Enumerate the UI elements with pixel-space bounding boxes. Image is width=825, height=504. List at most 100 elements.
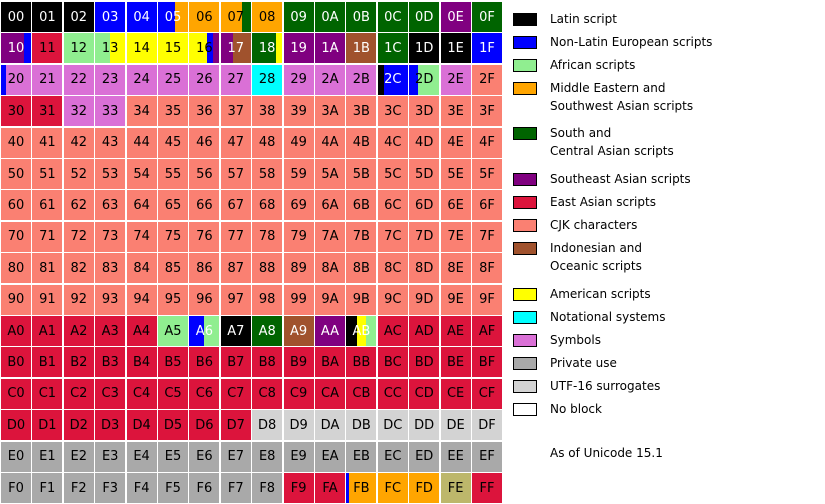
block-label: F2 [70, 480, 87, 496]
block-cell-09: 09 [283, 2, 314, 32]
block-segment [189, 127, 220, 158]
block-segment [252, 190, 283, 221]
block-label: 80 [7, 260, 25, 276]
block-cell-3D: 3D [409, 96, 440, 127]
block-label: 21 [39, 72, 56, 88]
block-label: B7 [227, 354, 245, 370]
block-segment [383, 64, 408, 95]
block-segment [283, 96, 314, 127]
block-cell-1D: 1D [409, 33, 440, 64]
block-cell-24: 24 [126, 64, 157, 95]
block-cell-7B: 7B [346, 221, 377, 252]
block-segment [346, 284, 377, 315]
block-cell-A3: A3 [95, 316, 126, 346]
legend-swatch [513, 403, 537, 416]
block-cell-EB: EB [346, 441, 377, 472]
block-segment [440, 221, 471, 252]
block-cell-6D: 6D [409, 190, 440, 221]
legend-label-line: Central Asian scripts [550, 144, 674, 158]
block-cell-C4: C4 [126, 378, 157, 409]
block-cell-C1: C1 [32, 378, 63, 409]
block-segment [283, 378, 314, 409]
legend-swatch [513, 311, 537, 324]
block-cell-6E: 6E [440, 190, 471, 221]
block-label: 0D [415, 9, 434, 25]
block-label: 15 [164, 40, 182, 56]
block-label: 9A [321, 292, 339, 308]
block-segment [315, 2, 345, 32]
legend-swatch [513, 196, 537, 209]
legend-item-noblock: No block [512, 400, 822, 440]
block-cell-87: 87 [220, 253, 251, 284]
block-segment [252, 127, 283, 158]
block-label: 43 [101, 135, 119, 151]
block-cell-71: 71 [32, 221, 63, 252]
legend-label-line: African scripts [550, 58, 636, 72]
block-cell-3B: 3B [346, 96, 377, 127]
block-label: E3 [101, 449, 119, 465]
block-label: 76 [196, 229, 213, 245]
block-cell-31: 31 [32, 96, 63, 127]
block-label: 30 [7, 103, 25, 119]
block-label: D6 [195, 417, 214, 433]
block-cell-73: 73 [95, 221, 126, 252]
block-label: 90 [7, 292, 25, 308]
block-cell-9E: 9E [440, 284, 471, 315]
block-label: 37 [227, 103, 245, 119]
block-cell-59: 59 [283, 159, 314, 189]
block-label: E5 [164, 449, 182, 465]
block-label: 87 [227, 260, 245, 276]
block-cell-6F: 6F [472, 190, 502, 221]
block-cell-D1: D1 [32, 410, 63, 441]
block-segment [1, 190, 31, 221]
block-label: ED [415, 449, 434, 465]
legend-swatch [513, 380, 537, 393]
block-segment [207, 33, 214, 64]
block-segment [418, 64, 440, 95]
block-segment [32, 159, 63, 189]
block-cell-32: 32 [63, 96, 94, 127]
block-cell-2A: 2A [315, 64, 345, 95]
block-segment [252, 253, 283, 284]
block-cell-1F: 1F [472, 33, 502, 64]
block-label: 12 [70, 40, 88, 56]
block-cell-A4: A4 [126, 316, 157, 346]
block-label: 26 [196, 72, 213, 88]
block-label: 77 [227, 229, 245, 245]
block-segment [409, 96, 440, 127]
block-cell-9D: 9D [409, 284, 440, 315]
block-cell-92: 92 [63, 284, 94, 315]
block-label: F9 [290, 480, 307, 496]
block-label: E9 [290, 449, 307, 465]
legend-item-southasia: South and Central Asian scripts [512, 124, 822, 164]
block-label: 07 [227, 9, 245, 25]
block-cell-FC: FC [377, 473, 408, 503]
legend-label: East Asian scripts [550, 193, 656, 211]
block-segment [220, 441, 251, 472]
block-segment [283, 64, 314, 95]
block-segment [472, 441, 502, 472]
block-cell-C2: C2 [63, 378, 94, 409]
legend-label: South and Central Asian scripts [550, 124, 674, 160]
legend: Latin script Non-Latin European scripts Af… [512, 0, 825, 504]
block-cell-19: 19 [283, 33, 314, 64]
block-cell-A9: A9 [283, 316, 314, 346]
block-label: B3 [101, 354, 119, 370]
block-label: DB [351, 417, 371, 433]
block-segment [63, 221, 94, 252]
block-segment [252, 410, 283, 441]
block-segment [409, 410, 440, 441]
block-segment [315, 473, 345, 503]
block-label: F4 [133, 480, 150, 496]
block-cell-39: 39 [283, 96, 314, 127]
block-segment [440, 473, 471, 503]
block-segment [32, 64, 63, 95]
block-cell-7A: 7A [315, 221, 345, 252]
block-segment [409, 347, 440, 378]
block-cell-02: 02 [63, 2, 94, 32]
block-cell-61: 61 [32, 190, 63, 221]
block-label: EB [352, 449, 370, 465]
block-cell-B6: B6 [189, 347, 220, 378]
block-cell-21: 21 [32, 64, 63, 95]
block-cell-26: 26 [189, 64, 220, 95]
